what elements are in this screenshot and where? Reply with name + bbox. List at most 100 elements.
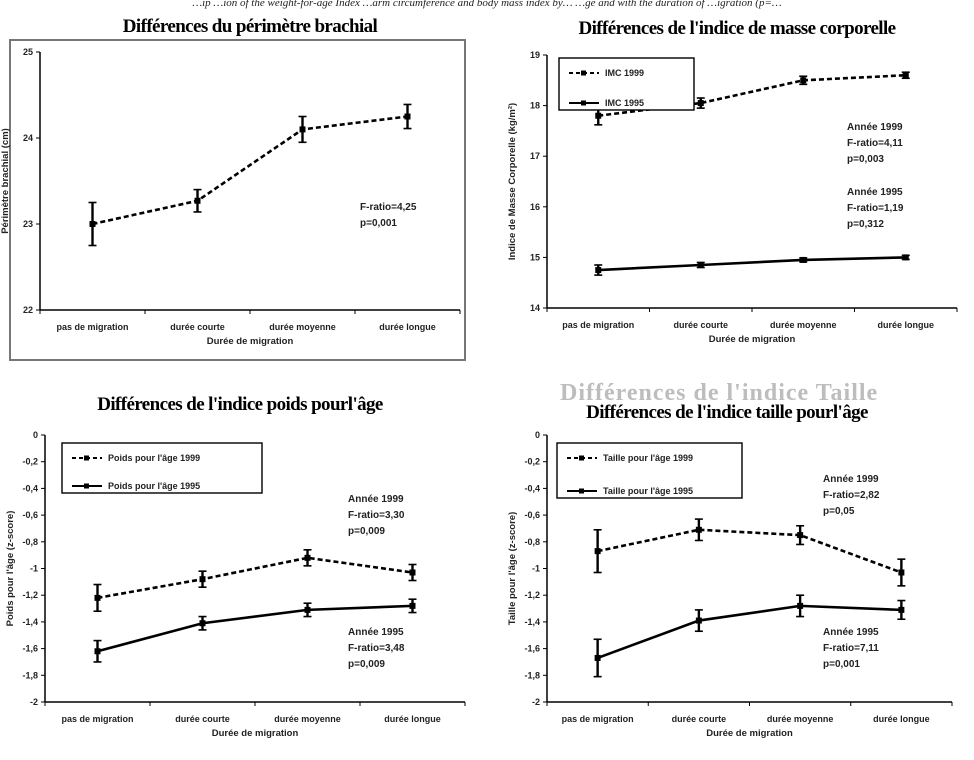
data-point [797,602,804,609]
stat-annotation: Année 1999 [823,474,879,485]
data-point [695,617,702,624]
y-tick-label: 24 [23,133,33,143]
y-tick-label: -1,4 [524,617,540,627]
y-axis-label: Indice de Masse Corporelle (kg/m²) [507,103,518,260]
x-tick-label: durée courte [175,714,230,724]
legend-marker [84,483,89,489]
x-tick-label: pas de migration [562,714,634,724]
data-point [797,532,804,539]
chart-title: Différences de l'indice de masse corpore… [579,18,896,39]
chart-weight-for-age: Différences de l'indice poids pourl'âge 0… [0,380,487,760]
data-point [299,126,306,133]
x-axis-label: Durée de migration [706,728,793,739]
x-tick-label: durée courte [673,320,728,330]
x-tick-label: durée courte [170,322,225,332]
legend-label: Taille pour l'âge 1995 [603,486,693,496]
data-point [595,267,602,274]
x-tick-label: pas de migration [61,714,133,724]
x-tick-label: durée moyenne [770,320,837,330]
series-line [92,115,408,226]
data-point [94,648,101,655]
legend-marker [581,70,586,76]
x-tick-label: durée moyenne [767,714,834,724]
y-tick-label: -1,8 [524,670,540,680]
y-tick-label: -1,2 [524,590,540,600]
data-point [902,254,909,261]
stat-annotation: F-ratio=3,48 [348,643,405,654]
data-point [594,654,601,661]
data-point [194,197,201,204]
chart-svg: Différences du périmètre brachial 22 23 24 2… [0,16,466,361]
stat-annotation: p=0,001 [360,218,397,229]
legend-label: Taille pour l'âge 1999 [603,453,693,463]
legend-marker [579,488,584,494]
legend-label: Poids pour l'âge 1995 [108,481,200,491]
y-tick-label: -0,2 [524,457,540,467]
y-tick-label: -1 [532,564,540,574]
chart-title: Différences de l'indice poids pourl'âge [97,394,383,415]
y-tick-label: 18 [530,101,540,111]
data-point [697,261,704,268]
data-point [800,77,807,84]
y-tick-label: -0,6 [22,510,38,520]
data-point [898,569,905,576]
y-tick-label: 0 [535,430,540,440]
x-tick-label: durée longue [877,320,934,330]
data-point [94,594,101,601]
data-point [304,554,311,561]
x-tick-label: durée moyenne [269,322,336,332]
data-point [800,256,807,263]
y-tick-label: -2 [30,697,38,707]
y-axis-label: Poids pour l'âge (z-score) [5,511,16,627]
x-axis-label: Durée de migration [212,728,299,739]
x-axis-label: Durée de migration [207,336,294,347]
chart-svg: Différences de l'indice taille pourl'âge… [507,402,953,739]
x-tick-label: pas de migration [56,322,128,332]
y-tick-label: -2 [532,697,540,707]
stat-annotation: F-ratio=2,82 [823,490,880,501]
stat-annotation: F-ratio=4,25 [360,202,417,213]
data-point [902,72,909,79]
x-tick-label: durée longue [384,714,441,724]
x-tick-label: durée moyenne [274,714,341,724]
data-point [404,113,411,120]
y-tick-label: -0,4 [524,483,540,493]
data-point [199,576,206,583]
stat-annotation: p=0,009 [348,526,385,537]
series-line [598,256,906,272]
series-line [97,556,413,600]
y-tick-label: -1,4 [22,617,38,627]
stat-annotation: p=0,003 [847,154,884,165]
x-tick-label: durée courte [672,714,727,724]
legend-label: IMC 1995 [605,98,644,108]
y-tick-label: -0,2 [22,457,38,467]
stat-annotation: Année 1999 [348,494,404,505]
chart-frame [9,39,466,361]
x-tick-label: pas de migration [562,320,634,330]
series-line [597,604,902,660]
series-line [597,528,902,574]
stat-annotation: p=0,312 [847,219,884,230]
data-point [409,602,416,609]
y-tick-label: -1,8 [22,670,38,680]
x-tick-label: durée longue [379,322,436,332]
y-tick-label: -1,6 [22,644,38,654]
y-tick-label: 19 [530,50,540,60]
data-point [199,620,206,627]
y-tick-label: 25 [23,47,33,57]
stat-annotation: Année 1995 [348,627,404,638]
data-point [898,606,905,613]
y-tick-label: 15 [530,252,540,262]
y-tick-label: 14 [530,303,540,313]
data-point [409,569,416,576]
stat-annotation: p=0,001 [823,659,860,670]
stat-annotation: F-ratio=1,19 [847,203,904,214]
figure-caption: …ip …ion of the weight-for-age Index …ar… [192,0,782,9]
y-tick-label: 17 [530,151,540,161]
y-tick-label: -1,6 [524,644,540,654]
x-axis-label: Durée de migration [709,334,796,345]
data-point [89,221,96,227]
data-point [697,100,704,107]
legend-label: IMC 1999 [605,68,644,78]
stat-annotation: F-ratio=7,11 [823,643,879,654]
